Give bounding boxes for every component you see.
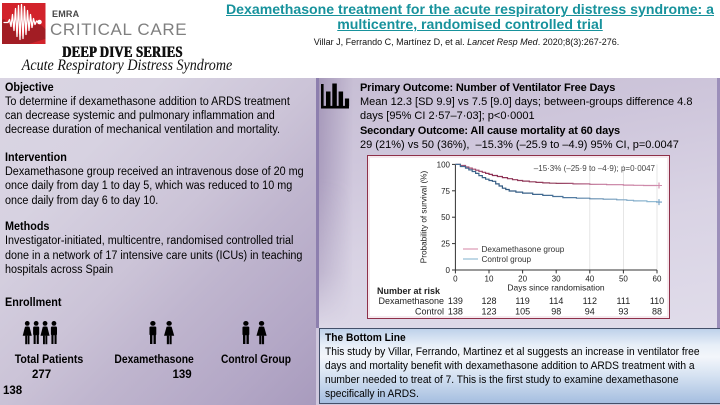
svg-text:123: 123 [481,307,496,317]
svg-text:0: 0 [446,266,451,275]
svg-text:93: 93 [618,307,628,317]
svg-text:Dexamethasone: Dexamethasone [378,296,444,306]
svg-text:50: 50 [619,275,628,284]
svg-text:Control group: Control group [482,255,532,264]
svg-text:10: 10 [485,275,494,284]
svg-text:114: 114 [549,296,563,306]
svg-text:60: 60 [653,275,662,284]
svg-text:112: 112 [583,296,597,306]
svg-text:75: 75 [441,187,450,196]
svg-text:40: 40 [585,275,594,284]
svg-text:0: 0 [453,275,458,284]
svg-text:100: 100 [437,160,451,169]
svg-text:105: 105 [515,307,530,317]
svg-text:88: 88 [652,307,662,317]
svg-text:Dexamethasone group: Dexamethasone group [482,245,565,254]
svg-text:98: 98 [551,307,561,317]
svg-text:50: 50 [441,213,450,222]
svg-text:138: 138 [448,307,463,317]
svg-text:94: 94 [585,307,595,317]
svg-text:Control: Control [415,307,444,317]
svg-text:20: 20 [518,275,527,284]
svg-text:Days since randomisation: Days since randomisation [507,283,605,293]
svg-text:30: 30 [552,275,561,284]
svg-text:119: 119 [515,296,529,306]
svg-text:139: 139 [448,296,463,306]
svg-text:–15·3% (–25·9 to –4·9); p=0·00: –15·3% (–25·9 to –4·9); p=0·0047 [534,164,656,173]
svg-text:111: 111 [617,296,631,306]
svg-text:110: 110 [650,296,664,306]
svg-text:128: 128 [481,296,496,306]
svg-text:Number at risk: Number at risk [377,286,441,296]
svg-text:25: 25 [441,240,450,249]
svg-text:Probability of survival (%): Probability of survival (%) [420,171,429,264]
